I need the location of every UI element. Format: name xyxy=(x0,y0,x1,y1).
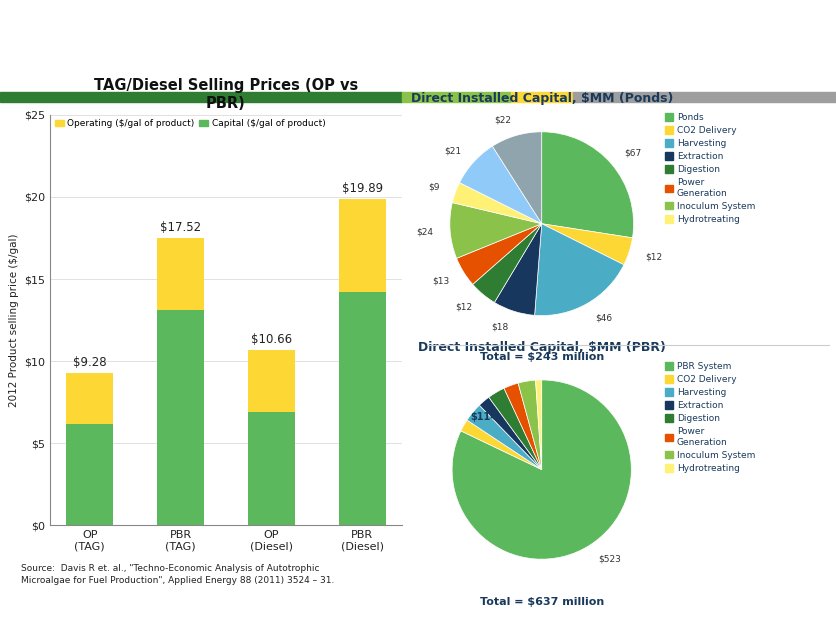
Text: Algal Baseline Costs: Algal Baseline Costs xyxy=(13,54,282,79)
Text: $21: $21 xyxy=(444,147,461,155)
Title: Direct Installed Capital, $MM (PBR): Direct Installed Capital, $MM (PBR) xyxy=(417,341,665,354)
Bar xyxy=(401,92,510,102)
Text: $12: $12 xyxy=(455,303,472,311)
Bar xyxy=(339,198,385,292)
Bar xyxy=(247,350,294,412)
Wedge shape xyxy=(535,380,541,469)
Y-axis label: 2012 Product selling price ($/gal): 2012 Product selling price ($/gal) xyxy=(8,233,18,407)
Bar xyxy=(66,424,113,525)
Text: $46: $46 xyxy=(594,313,611,323)
Bar xyxy=(157,238,204,310)
Wedge shape xyxy=(503,383,541,469)
Wedge shape xyxy=(449,203,541,258)
Bar xyxy=(66,373,113,424)
Text: $18: $18 xyxy=(491,323,508,331)
Bar xyxy=(510,92,573,102)
Text: $9: $9 xyxy=(428,182,439,192)
Wedge shape xyxy=(534,224,623,316)
Title: Direct Installed Capital, $MM (Ponds): Direct Installed Capital, $MM (Ponds) xyxy=(410,92,672,105)
Text: $13: $13 xyxy=(431,276,449,285)
Wedge shape xyxy=(461,420,541,469)
Text: $67: $67 xyxy=(624,149,640,158)
Bar xyxy=(339,292,385,525)
Text: Energy Efficiency &: Energy Efficiency & xyxy=(679,27,781,37)
Text: 8 | Office of the Biomass Program: 8 | Office of the Biomass Program xyxy=(10,600,221,612)
Wedge shape xyxy=(488,388,541,469)
Wedge shape xyxy=(459,146,541,224)
Title: TAG/Diesel Selling Prices (OP vs
PBR): TAG/Diesel Selling Prices (OP vs PBR) xyxy=(94,79,358,111)
Wedge shape xyxy=(541,224,632,265)
Text: $19.89: $19.89 xyxy=(341,182,382,195)
Legend: Operating ($/gal of product), Capital ($/gal of product): Operating ($/gal of product), Capital ($… xyxy=(54,119,325,129)
Wedge shape xyxy=(479,397,541,469)
Text: ENERGY: ENERGY xyxy=(531,39,655,67)
Text: eere.energy.gov: eere.energy.gov xyxy=(735,601,826,611)
Wedge shape xyxy=(472,224,541,303)
Text: FY11 Techno-economic Analysis:: FY11 Techno-economic Analysis: xyxy=(13,14,444,38)
Text: $17.52: $17.52 xyxy=(160,220,201,233)
Wedge shape xyxy=(541,132,633,238)
Bar xyxy=(157,310,204,525)
Text: $24: $24 xyxy=(416,228,433,236)
Text: $22: $22 xyxy=(494,115,511,124)
Wedge shape xyxy=(456,224,541,285)
Text: Total = $243 million: Total = $243 million xyxy=(479,352,603,362)
Wedge shape xyxy=(451,380,630,559)
Wedge shape xyxy=(494,224,541,315)
Text: Source:  Davis R et. al., "Techno-Economic Analysis of Autotrophic
Microalgae fo: Source: Davis R et. al., "Techno-Economi… xyxy=(21,564,334,585)
Bar xyxy=(573,92,836,102)
Text: $10.66: $10.66 xyxy=(251,333,292,346)
Bar xyxy=(247,412,294,525)
Text: $9.28: $9.28 xyxy=(73,356,106,369)
Wedge shape xyxy=(517,380,541,469)
Text: U.S. DEPARTMENT OF: U.S. DEPARTMENT OF xyxy=(531,14,612,23)
Wedge shape xyxy=(451,183,541,224)
Legend: Ponds, CO2 Delivery, Harvesting, Extraction, Digestion, Power
Generation, Inocul: Ponds, CO2 Delivery, Harvesting, Extract… xyxy=(665,113,754,224)
Text: $114: $114 xyxy=(469,412,497,422)
Wedge shape xyxy=(466,405,541,469)
Text: Renewable Energy: Renewable Energy xyxy=(679,55,775,65)
Text: $12: $12 xyxy=(645,252,661,261)
Wedge shape xyxy=(492,132,541,224)
Text: $523: $523 xyxy=(598,555,620,563)
Legend: PBR System, CO2 Delivery, Harvesting, Extraction, Digestion, Power
Generation, I: PBR System, CO2 Delivery, Harvesting, Ex… xyxy=(665,362,754,473)
Text: Total = $637 million: Total = $637 million xyxy=(479,597,603,607)
Bar xyxy=(0,92,401,102)
